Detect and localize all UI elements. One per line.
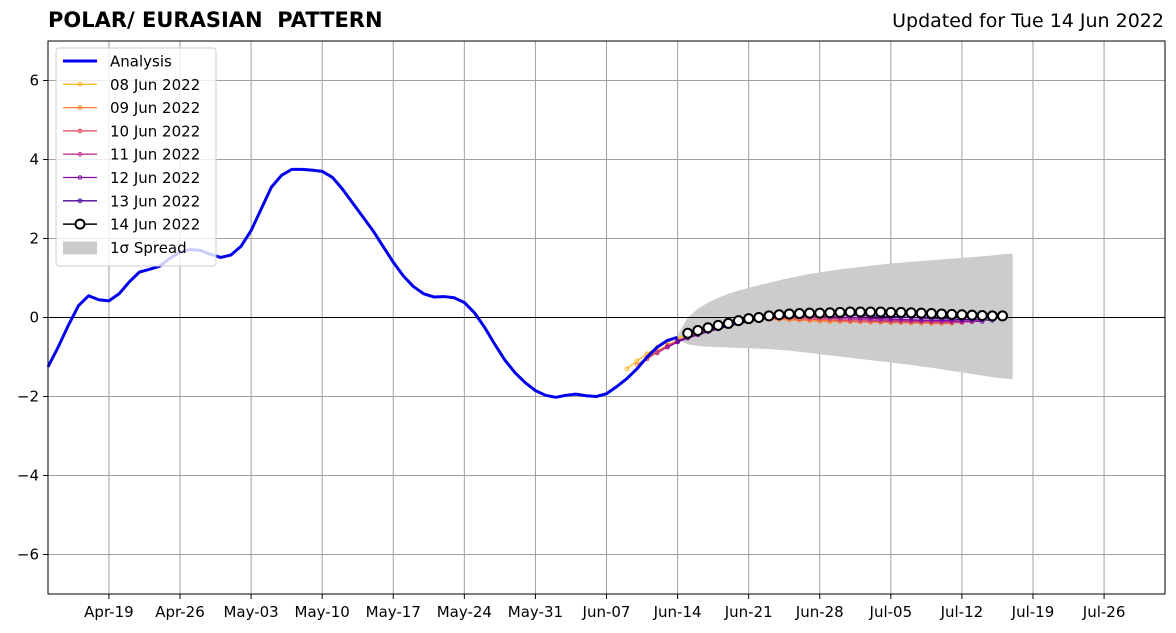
current-forecast-point	[722, 317, 734, 329]
y-tick-label: −2	[17, 388, 39, 406]
current-forecast-point	[834, 306, 846, 318]
y-tick-label: 4	[29, 151, 39, 169]
analysis-line	[46, 167, 679, 399]
legend-swatch-marker	[77, 82, 83, 87]
current-forecast-group	[682, 306, 1009, 339]
y-tick-label: −6	[17, 546, 39, 564]
x-tick-label: May-03	[223, 603, 278, 621]
forecast-point	[675, 338, 680, 344]
current-forecast-point	[692, 325, 704, 337]
x-tick-label: Apr-19	[84, 603, 134, 621]
current-forecast-point	[783, 308, 795, 320]
spread-band-group	[677, 253, 1013, 380]
current-forecast-point	[682, 327, 694, 339]
y-tick-label: −4	[17, 467, 39, 485]
legend-label: 13 Jun 2022	[110, 192, 200, 210]
legend-swatch-marker	[77, 175, 83, 180]
current-forecast-point	[946, 308, 958, 320]
legend-label: 10 Jun 2022	[110, 122, 200, 140]
analysis-series-group	[46, 167, 679, 399]
legend-swatch-marker	[77, 198, 83, 204]
current-forecast-point	[986, 310, 998, 322]
x-tick-label: Jun-07	[582, 603, 631, 621]
x-tick-label: May-10	[295, 603, 350, 621]
forecast-point	[665, 344, 670, 350]
x-tick-label: Jul-05	[869, 603, 913, 621]
x-tick-label: Jun-28	[795, 603, 844, 621]
current-forecast-point	[997, 310, 1009, 322]
x-tick-label: Jul-19	[1011, 603, 1055, 621]
x-tick-label: May-17	[366, 603, 421, 621]
current-forecast-point	[753, 312, 765, 323]
current-forecast-point	[763, 310, 775, 322]
x-tick-label: May-31	[508, 603, 563, 621]
current-forecast-point	[854, 306, 866, 318]
current-forecast-point	[915, 307, 927, 319]
legend-swatch-marker	[77, 128, 83, 134]
x-tick-label: May-24	[437, 603, 492, 621]
current-forecast-point	[733, 315, 745, 327]
current-forecast-point	[824, 307, 836, 319]
current-forecast-point	[743, 313, 755, 325]
y-tick-label: 0	[29, 309, 39, 327]
current-forecast-point	[712, 319, 724, 331]
legend-label: Analysis	[110, 53, 172, 71]
chart-title: POLAR/ EURASIAN PATTERN	[48, 8, 383, 32]
axis-ticks: Apr-19 Apr-26 May-03 May-10 May-17 May-24 May-…	[17, 72, 1126, 622]
current-forecast-point	[702, 322, 714, 334]
forecast-point	[654, 350, 660, 356]
current-forecast-point	[925, 308, 937, 320]
forecast-point	[624, 366, 630, 372]
x-tick-label: Apr-26	[155, 603, 205, 621]
current-forecast-point	[875, 306, 887, 318]
current-forecast-point	[895, 306, 907, 318]
y-tick-label: 2	[29, 230, 39, 248]
legend-label: 08 Jun 2022	[110, 76, 200, 94]
spread-band	[677, 253, 1013, 380]
legend-swatch-marker	[74, 218, 86, 230]
current-forecast-point	[814, 307, 826, 319]
legend-swatch-spread	[63, 241, 97, 255]
legend-label: 14 Jun 2022	[110, 216, 200, 234]
current-forecast-point	[793, 308, 805, 320]
legend-label: 1σ Spread	[110, 239, 187, 257]
chart-subtitle: Updated for Tue 14 Jun 2022	[892, 10, 1164, 32]
current-forecast-point	[936, 308, 948, 320]
legend-label: 11 Jun 2022	[110, 146, 200, 164]
current-forecast-point	[956, 309, 968, 321]
x-tick-label: Jun-14	[653, 603, 702, 621]
current-forecast-point	[804, 307, 816, 319]
legend: Analysis 08 Jun 2022 09 Jun 2022 10 Jun 202…	[55, 47, 217, 267]
y-tick-label: 6	[29, 72, 39, 90]
current-forecast-point	[844, 306, 856, 318]
legend-label: 09 Jun 2022	[110, 99, 200, 117]
current-forecast-point	[773, 309, 785, 321]
current-forecast-point	[976, 310, 988, 322]
current-forecast-point	[865, 306, 877, 318]
legend-swatch-marker	[77, 105, 83, 110]
current-forecast-point	[905, 307, 917, 319]
legend-box	[55, 47, 217, 267]
legend-label: 12 Jun 2022	[110, 169, 200, 187]
current-forecast-point	[885, 306, 897, 318]
x-tick-label: Jun-21	[724, 603, 773, 621]
current-forecast-point	[966, 309, 978, 321]
x-tick-label: Jul-12	[940, 603, 984, 621]
x-tick-label: Jul-26	[1082, 603, 1126, 621]
legend-swatch-marker	[77, 151, 83, 157]
